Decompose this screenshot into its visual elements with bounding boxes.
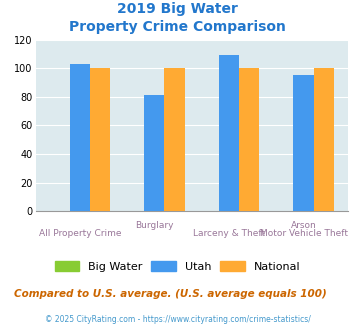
Text: Larceny & Theft: Larceny & Theft	[193, 229, 265, 238]
Bar	[144, 95, 164, 211]
Bar	[70, 64, 90, 211]
Text: Compared to U.S. average. (U.S. average equals 100): Compared to U.S. average. (U.S. average …	[14, 289, 327, 299]
Bar	[90, 68, 110, 211]
Bar	[239, 68, 259, 211]
Text: All Property Crime: All Property Crime	[39, 229, 121, 238]
Legend: Big Water, Utah, National: Big Water, Utah, National	[50, 256, 305, 276]
Bar	[164, 68, 185, 211]
Bar	[294, 75, 313, 211]
Text: Motor Vehicle Theft: Motor Vehicle Theft	[260, 229, 348, 238]
Text: © 2025 CityRating.com - https://www.cityrating.com/crime-statistics/: © 2025 CityRating.com - https://www.city…	[45, 315, 310, 324]
Bar	[313, 68, 334, 211]
Text: Burglary: Burglary	[135, 221, 174, 230]
Text: Arson: Arson	[291, 221, 316, 230]
Text: Property Crime Comparison: Property Crime Comparison	[69, 20, 286, 34]
Bar	[219, 55, 239, 211]
Text: 2019 Big Water: 2019 Big Water	[117, 2, 238, 16]
